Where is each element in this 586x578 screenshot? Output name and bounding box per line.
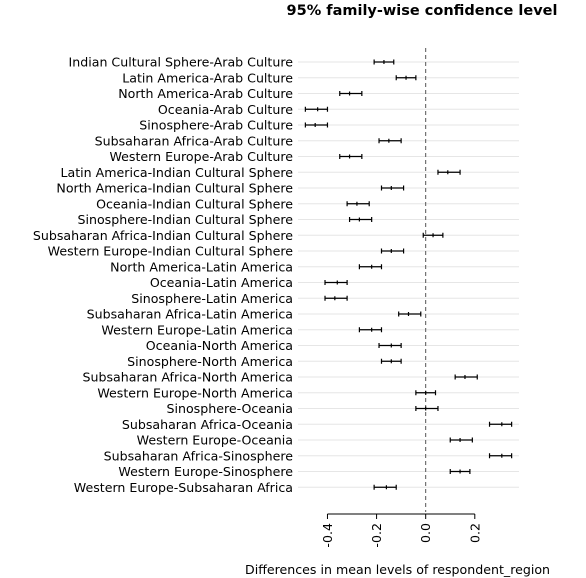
confidence-interval bbox=[339, 91, 363, 96]
category-label: North America-Latin America bbox=[110, 259, 293, 274]
confidence-interval bbox=[304, 106, 329, 112]
category-label: Latin America-Arab Culture bbox=[122, 70, 293, 85]
confidence-interval bbox=[395, 75, 417, 81]
confidence-interval bbox=[358, 264, 383, 270]
gridlines bbox=[298, 61, 519, 488]
confidence-interval bbox=[339, 154, 363, 159]
confidence-interval bbox=[324, 280, 348, 285]
x-axis: -0.4 -0.2 0.0 0.2 bbox=[320, 513, 482, 548]
confidence-interval bbox=[380, 248, 405, 254]
x-tick-label: 0.0 bbox=[418, 523, 433, 543]
confidence-interval bbox=[373, 59, 395, 65]
category-label: Western Europe-Indian Cultural Sphere bbox=[48, 244, 294, 259]
x-tick-label: -0.2 bbox=[369, 523, 384, 548]
category-label: Oceania-North America bbox=[146, 338, 293, 353]
category-label: Oceania-Arab Culture bbox=[158, 102, 293, 117]
confidence-interval bbox=[422, 232, 444, 238]
category-label: Western Europe-North America bbox=[97, 385, 293, 400]
category-label: Subsaharan Africa-Arab Culture bbox=[95, 133, 294, 148]
category-label: Latin America-Indian Cultural Sphere bbox=[61, 165, 294, 180]
confidence-interval bbox=[454, 374, 478, 380]
category-labels: Indian Cultural Sphere-Arab CultureLatin… bbox=[33, 55, 293, 495]
category-label: Indian Cultural Sphere-Arab Culture bbox=[69, 55, 294, 70]
confidence-interval bbox=[348, 217, 373, 222]
category-label: North America-Arab Culture bbox=[118, 86, 293, 101]
category-label: Subsaharan Africa-Sinosphere bbox=[104, 448, 294, 463]
category-label: Sinosphere-Arab Culture bbox=[139, 118, 293, 133]
category-label: Sinosphere-Indian Cultural Sphere bbox=[77, 212, 293, 227]
category-label: Oceania-Indian Cultural Sphere bbox=[96, 196, 293, 211]
confidence-interval bbox=[488, 421, 513, 427]
category-label: Sinosphere-Latin America bbox=[131, 291, 293, 306]
confidence-interval bbox=[378, 138, 402, 144]
x-tick-label: 0.2 bbox=[467, 523, 482, 543]
category-label: Sinosphere-Oceania bbox=[166, 401, 293, 416]
confidence-interval bbox=[304, 122, 329, 128]
category-label: Western Europe-Latin America bbox=[101, 322, 293, 337]
category-label: Subsaharan Africa-North America bbox=[83, 370, 293, 385]
interval-marks bbox=[304, 59, 513, 490]
confidence-interval bbox=[449, 437, 473, 443]
category-label: Sinosphere-North America bbox=[127, 354, 293, 369]
x-tick-label: -0.4 bbox=[320, 523, 335, 548]
confidence-interval bbox=[380, 358, 402, 364]
category-label: Western Europe-Sinosphere bbox=[118, 464, 293, 479]
confidence-interval bbox=[449, 469, 471, 474]
category-label: Subsaharan Africa-Latin America bbox=[87, 307, 293, 322]
confidence-interval bbox=[324, 295, 348, 301]
category-label: Western Europe-Subsaharan Africa bbox=[74, 480, 293, 495]
confidence-interval bbox=[437, 169, 461, 175]
confidence-interval bbox=[378, 343, 402, 348]
confidence-interval bbox=[358, 327, 383, 333]
confidence-interval bbox=[346, 201, 370, 207]
confidence-interval bbox=[373, 484, 397, 490]
category-label: Western Europe-Arab Culture bbox=[109, 149, 293, 164]
chart-title: 95% family-wise confidence level bbox=[287, 3, 558, 19]
category-label: Subsaharan Africa-Oceania bbox=[122, 417, 293, 432]
confidence-interval bbox=[415, 406, 439, 411]
category-label: Oceania-Latin America bbox=[150, 275, 293, 290]
confidence-interval bbox=[415, 390, 437, 396]
category-label: Western Europe-Oceania bbox=[137, 433, 293, 448]
category-label: North America-Indian Cultural Sphere bbox=[56, 181, 293, 196]
confidence-interval bbox=[398, 311, 422, 317]
confidence-interval bbox=[380, 185, 405, 191]
confidence-interval bbox=[488, 453, 513, 459]
x-axis-label: Differences in mean levels of respondent… bbox=[245, 562, 550, 577]
category-label: Subsaharan Africa-Indian Cultural Sphere bbox=[33, 228, 293, 243]
